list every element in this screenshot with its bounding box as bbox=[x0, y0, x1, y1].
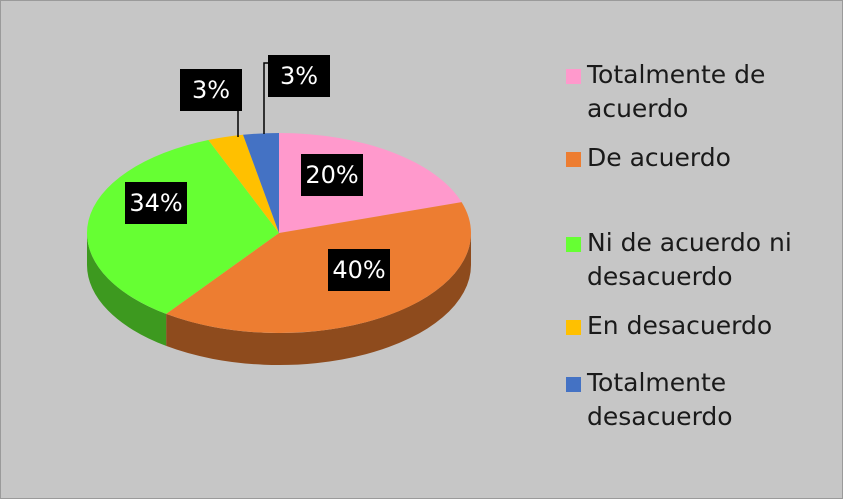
slice bbox=[208, 134, 279, 233]
legend-label: En desacuerdo bbox=[587, 311, 773, 340]
legend-swatch bbox=[566, 377, 581, 392]
legend-swatch bbox=[566, 320, 581, 335]
slice bbox=[243, 133, 279, 233]
slice bbox=[166, 202, 471, 333]
legend-swatch bbox=[566, 237, 581, 252]
data-label: 34% bbox=[129, 189, 182, 217]
legend-label: Totalmente de acuerdo bbox=[587, 60, 766, 123]
data-label: 3% bbox=[192, 76, 230, 104]
label-box bbox=[125, 182, 187, 224]
legend-label: De acuerdo bbox=[587, 143, 731, 172]
slice-side bbox=[166, 233, 471, 365]
leader-line bbox=[263, 62, 268, 134]
legend-label: Ni de acuerdo ni desacuerdo bbox=[587, 228, 792, 291]
data-label: 40% bbox=[332, 256, 385, 284]
label-box bbox=[328, 249, 390, 291]
data-label: 3% bbox=[280, 62, 318, 90]
label-box bbox=[268, 55, 330, 97]
label-box bbox=[301, 154, 363, 196]
legend-swatch bbox=[566, 152, 581, 167]
legend-swatch bbox=[566, 69, 581, 84]
legend-label: Totalmente desacuerdo bbox=[587, 368, 733, 431]
label-box bbox=[180, 69, 242, 111]
slice-side bbox=[87, 233, 167, 346]
data-label: 20% bbox=[305, 161, 358, 189]
